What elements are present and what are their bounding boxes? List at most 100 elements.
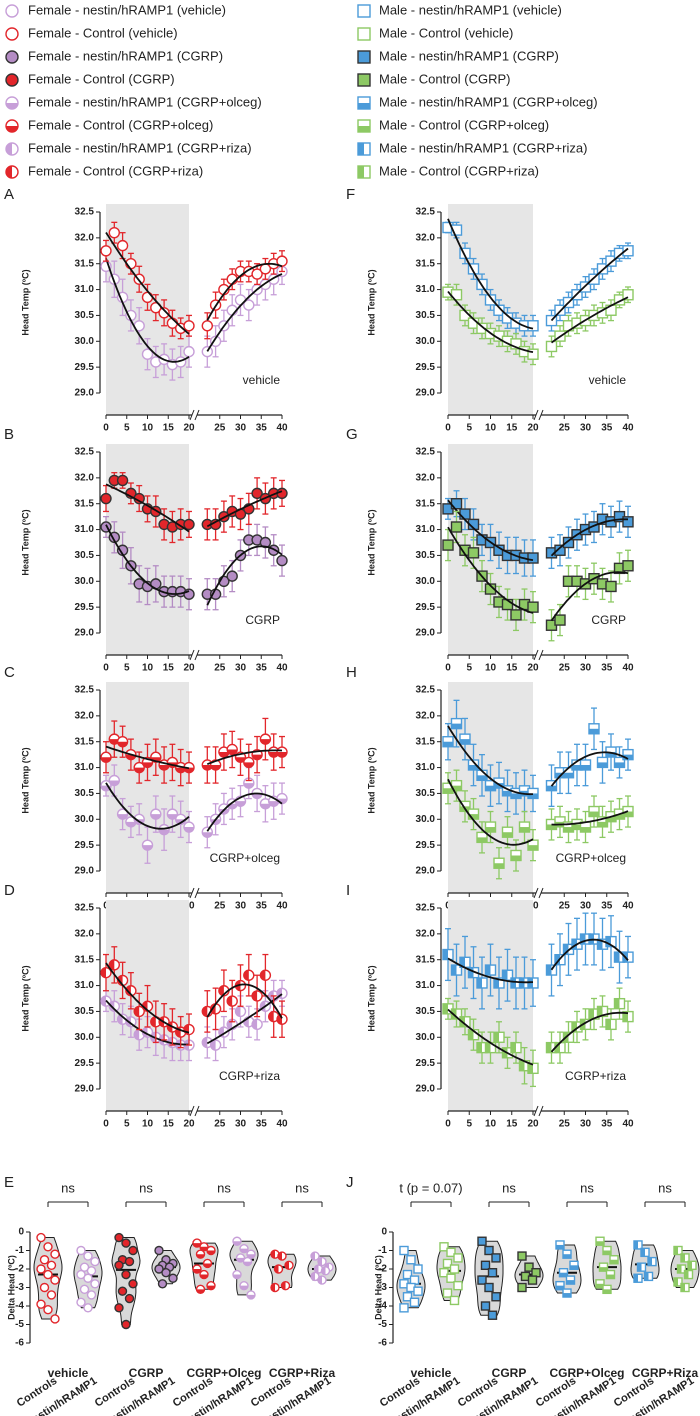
x-tick-label: 15 <box>506 1119 518 1130</box>
legend-label: Female - Control (CGRP+olceg) <box>28 117 213 132</box>
marker <box>273 1264 284 1274</box>
fit-curve <box>105 782 190 830</box>
x-tick-label: 20 <box>527 423 539 434</box>
marker-body <box>141 348 154 360</box>
y-tick-label: 29.0 <box>416 866 436 877</box>
y-tick-label: -4 <box>15 1301 24 1312</box>
marker <box>517 1251 527 1261</box>
marker-body <box>527 320 539 332</box>
marker <box>154 1245 164 1256</box>
marker-body <box>121 1269 131 1280</box>
marker-body <box>399 1245 409 1256</box>
marker-half <box>443 1003 448 1014</box>
marker <box>235 1253 246 1263</box>
marker-body <box>402 1292 413 1302</box>
legend-marker <box>5 96 19 110</box>
x-tick-label: 30 <box>235 1119 247 1130</box>
x-tick-label: 35 <box>256 901 268 912</box>
marker <box>226 570 238 582</box>
marker <box>206 1280 216 1291</box>
marker <box>517 1282 527 1293</box>
marker <box>501 969 514 981</box>
x-tick-label: 35 <box>601 901 613 912</box>
marker <box>183 320 195 332</box>
marker-body <box>117 1286 128 1296</box>
marker-half <box>572 824 582 830</box>
y-tick-label: 31.0 <box>75 284 95 295</box>
marker <box>491 1292 501 1302</box>
marker-body <box>477 1236 487 1246</box>
marker-half <box>196 1254 205 1259</box>
legend-label: Female - Control (CGRP) <box>28 71 175 86</box>
y-axis-label: Head Temp (ºC) <box>366 509 376 575</box>
axis-break <box>538 887 544 899</box>
marker <box>588 521 600 533</box>
marker-half <box>603 1289 611 1294</box>
marker <box>545 964 558 976</box>
marker <box>558 1267 569 1278</box>
marker-half <box>634 1240 638 1249</box>
marker-half <box>528 1063 533 1074</box>
marker-body <box>36 1299 46 1309</box>
y-tick-label: -3 <box>378 1282 387 1293</box>
marker-half <box>134 767 145 773</box>
marker-body <box>409 1297 420 1308</box>
marker-half <box>101 757 111 763</box>
marker <box>209 1039 222 1051</box>
marker <box>680 1282 690 1293</box>
marker-half <box>596 1241 604 1246</box>
marker <box>168 1273 178 1283</box>
marker-body <box>527 601 539 613</box>
y-tick-label: 30.5 <box>75 788 95 799</box>
legend-label: Female - Control (vehicle) <box>28 25 178 40</box>
marker <box>518 821 531 833</box>
y-tick-label: 30.5 <box>75 310 95 321</box>
y-tick-label: -6 <box>378 1338 387 1349</box>
x-tick-label: 25 <box>559 663 571 674</box>
marker <box>320 1266 331 1276</box>
marker-body <box>90 1256 100 1267</box>
marker-body <box>527 1275 538 1285</box>
marker <box>588 805 600 818</box>
marker-half <box>634 1274 638 1283</box>
marker <box>459 508 471 520</box>
marker-half <box>243 783 254 789</box>
marker-half <box>142 762 153 768</box>
fit-curve <box>447 218 534 330</box>
y-tick-label: 29.0 <box>416 388 436 399</box>
marker-half <box>477 837 487 843</box>
marker-half <box>511 793 521 799</box>
panel-letter: I <box>346 882 350 899</box>
y-tick-label: -1 <box>15 1245 24 1256</box>
y-tick-label: 29.0 <box>416 1084 436 1095</box>
fit-curve <box>550 296 629 344</box>
marker <box>276 1013 288 1025</box>
marker-body <box>121 1238 131 1248</box>
marker <box>609 1255 619 1265</box>
shaded-region <box>448 900 533 1111</box>
marker-half <box>311 1272 315 1281</box>
marker-body <box>50 1275 60 1285</box>
marker <box>199 1242 209 1252</box>
significance-label: ns <box>580 1180 594 1195</box>
marker-body <box>487 1310 498 1320</box>
x-tick-label: 30 <box>580 663 592 674</box>
panel-letter: A <box>4 186 14 203</box>
marker <box>595 1279 605 1289</box>
x-tick-label: 10 <box>142 663 154 674</box>
marker-body <box>622 289 634 301</box>
marker <box>484 821 497 833</box>
y-tick-label: 29.5 <box>75 840 95 851</box>
marker <box>588 723 600 735</box>
marker-body <box>128 1279 138 1289</box>
y-tick-label: 32.0 <box>75 928 95 939</box>
y-tick-label: 29.5 <box>416 362 436 373</box>
y-axis-label: Delta Head (ºC) <box>6 1255 16 1320</box>
x-tick-label: 5 <box>124 423 130 434</box>
y-axis-label: Head Temp (ºC) <box>20 965 30 1031</box>
marker <box>510 338 522 350</box>
marker <box>86 1266 97 1276</box>
marker <box>467 759 480 771</box>
marker-body <box>605 580 617 593</box>
marker-body <box>357 27 371 41</box>
